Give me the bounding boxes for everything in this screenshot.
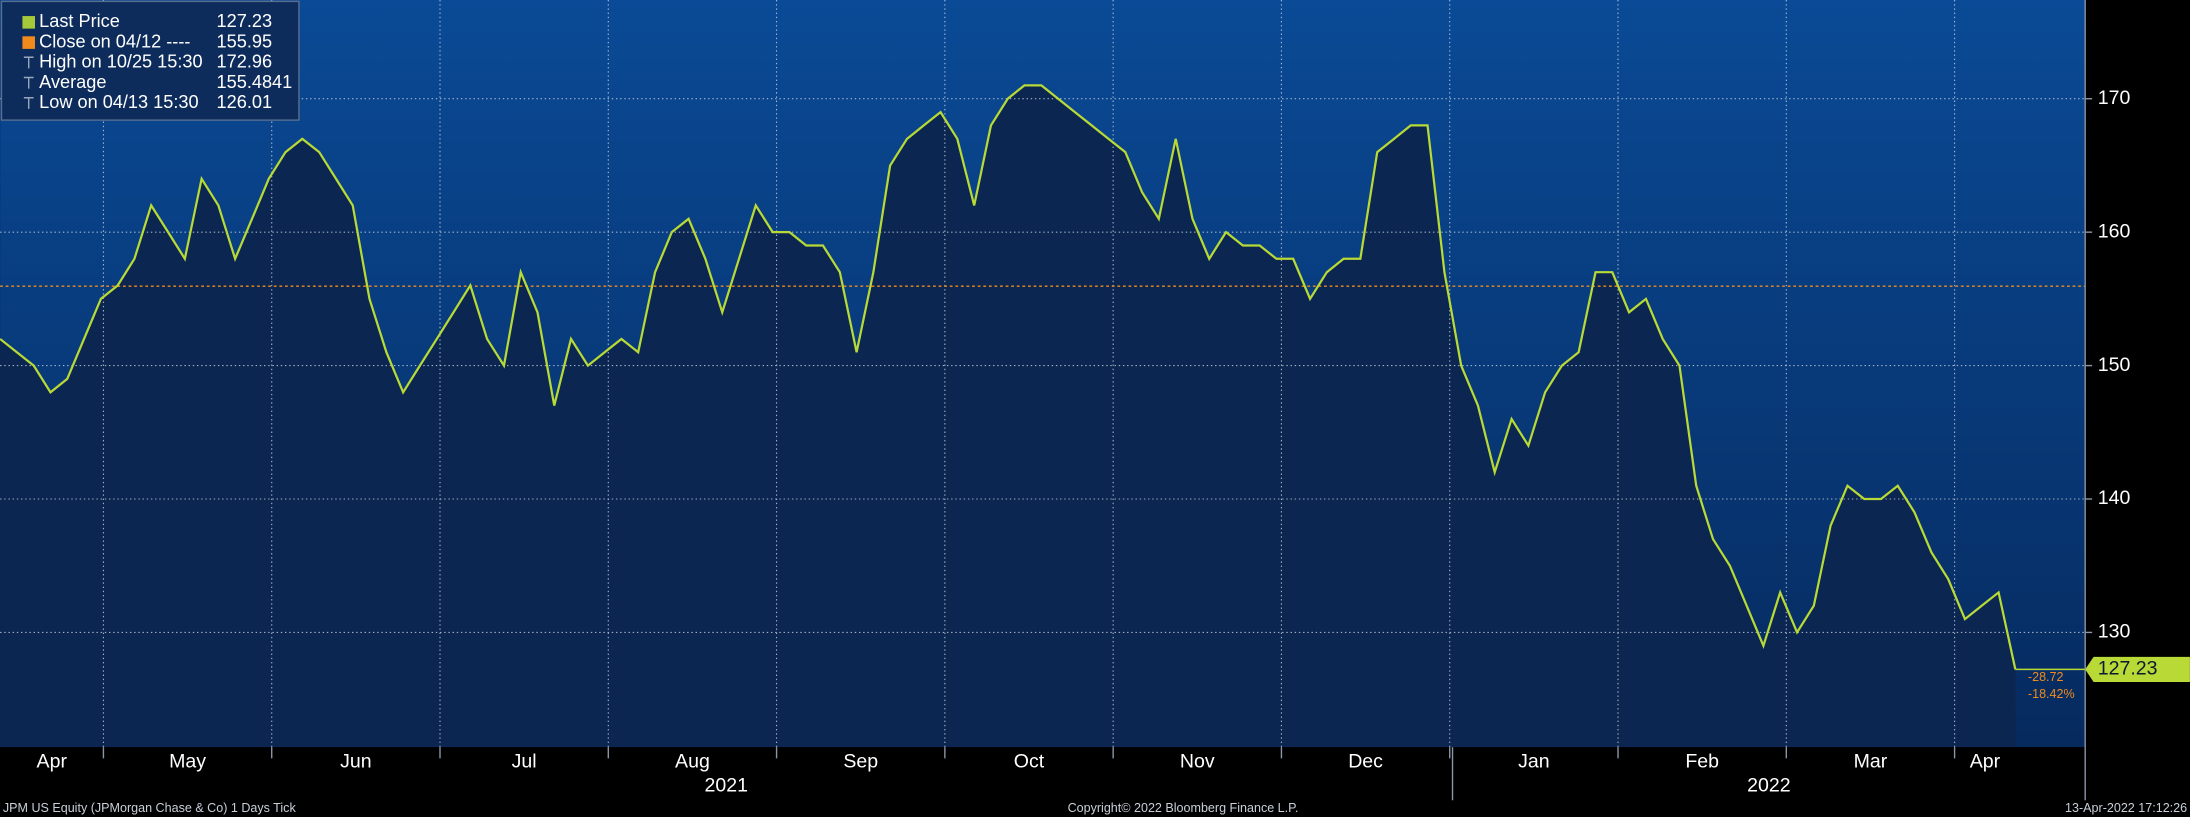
x-tick-label: Aug: [675, 751, 710, 773]
legend-swatch: [22, 16, 35, 29]
x-tick-label: Apr: [1970, 751, 2001, 773]
legend-name: Last Price: [39, 11, 120, 31]
x-tick-label: Feb: [1685, 751, 1719, 773]
change-label: -28.72: [2028, 670, 2064, 684]
legend-value: 155.4841: [217, 72, 293, 92]
last-price-label: 127.23: [2098, 658, 2158, 680]
timestamp: 13-Apr-2022 17:12:26: [2065, 801, 2187, 815]
y-tick-label: 160: [2098, 220, 2131, 242]
legend-name: Average: [39, 72, 106, 92]
x-tick-label: Jul: [512, 751, 537, 773]
legend-name: High on 10/25 15:30: [39, 52, 202, 72]
y-tick-label: 130: [2098, 621, 2131, 643]
legend-glyph: [23, 97, 34, 109]
y-tick-label: 170: [2098, 87, 2131, 109]
legend-name: Close on 04/12 ----: [39, 31, 190, 51]
legend-swatch: [22, 36, 35, 49]
x-axis-band: [0, 747, 2086, 801]
year-label: 2021: [705, 774, 748, 796]
x-tick-label: Apr: [37, 751, 68, 773]
legend-glyph: [23, 56, 34, 69]
y-tick-label: 140: [2098, 487, 2131, 509]
x-tick-label: Oct: [1014, 751, 1045, 773]
legend-box: [0, 0, 300, 121]
x-tick-label: Dec: [1348, 751, 1383, 773]
x-tick-label: Sep: [843, 751, 878, 773]
legend-value: 126.01: [217, 92, 273, 112]
x-tick-label: Jun: [340, 751, 372, 773]
x-tick-label: Nov: [1180, 751, 1215, 773]
x-tick-label: May: [169, 751, 206, 773]
y-tick-label: 150: [2098, 354, 2131, 376]
legend-name: Low on 04/13 15:30: [39, 92, 198, 112]
change-percent-label: -18.42%: [2028, 687, 2075, 701]
x-tick-label: Mar: [1854, 751, 1888, 773]
legend-glyph: [23, 76, 34, 89]
legend-value: 127.23: [217, 11, 273, 31]
year-label: 2022: [1747, 774, 1790, 796]
legend-value: 155.95: [217, 31, 273, 51]
footer-left: JPM US Equity (JPMorgan Chase & Co) 1 Da…: [3, 801, 297, 815]
price-line: [0, 84, 2017, 670]
x-tick-label: Jan: [1518, 751, 1550, 773]
last-price-tag: [2085, 656, 2190, 682]
copyright: Copyright© 2022 Bloomberg Finance L.P.: [1068, 801, 1299, 815]
legend-value: 172.96: [217, 52, 273, 72]
price-area: [0, 85, 2016, 748]
